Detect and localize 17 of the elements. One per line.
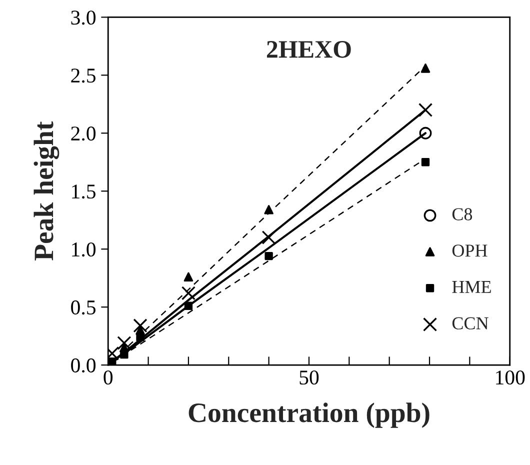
y-axis-title: Peak height xyxy=(34,121,60,260)
legend-label: C8 xyxy=(452,208,472,220)
x-tick-label: 0 xyxy=(104,370,113,385)
y-tick-label: 0.0 xyxy=(71,358,96,373)
y-tick-label: 3.0 xyxy=(71,10,96,25)
legend-label: HME xyxy=(452,281,491,293)
y-tick-label: 2.0 xyxy=(71,126,96,141)
x-tick-label: 50 xyxy=(300,370,319,385)
x-tick-label: 100 xyxy=(496,370,525,385)
legend-label: CCN xyxy=(452,317,488,330)
y-tick-label: 0.5 xyxy=(71,300,96,315)
text: 2HEXO xyxy=(266,41,351,58)
y-tick-label: 1.0 xyxy=(72,242,96,257)
legend-label: OPH xyxy=(452,244,488,257)
y-tick-label: 1.5 xyxy=(72,184,96,199)
y-tick-label: 2.5 xyxy=(71,68,96,83)
x-axis-title: Concentration (ppb) xyxy=(188,402,430,428)
